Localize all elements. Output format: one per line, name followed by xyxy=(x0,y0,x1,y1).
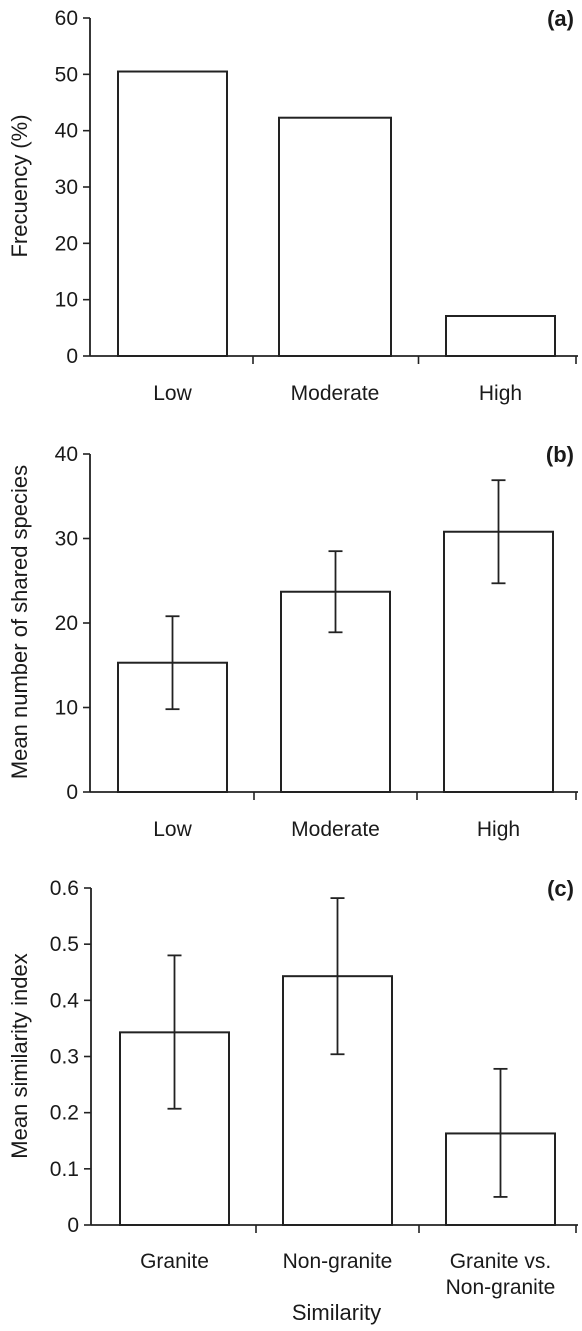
y-tick-label: 0.4 xyxy=(50,989,80,1012)
error-bar xyxy=(167,954,182,1110)
panel-label: (b) xyxy=(546,442,574,467)
x-category-label: High xyxy=(477,818,520,841)
y-tick-label: 0.6 xyxy=(50,877,79,900)
bar-moderate xyxy=(278,116,392,357)
x-category-label: Moderate xyxy=(291,382,380,405)
x-category-label: Low xyxy=(153,382,192,405)
error-bar xyxy=(491,479,506,585)
bar-high xyxy=(445,315,556,357)
x-category-label: Moderate xyxy=(291,818,380,841)
y-tick-label: 30 xyxy=(55,176,78,199)
error-bar xyxy=(165,615,180,711)
x-category-label: Non-granite xyxy=(446,1276,556,1299)
y-tick-label: 0.3 xyxy=(50,1046,79,1069)
error-bar xyxy=(328,550,343,634)
error-bar xyxy=(493,1067,508,1198)
y-axis-title: Mean number of shared species xyxy=(7,465,32,779)
y-tick-label: 0.1 xyxy=(50,1158,79,1181)
x-category-label: Low xyxy=(153,818,192,841)
bar-low xyxy=(117,70,228,358)
panel-a: 0 10 20 30 40 50 60 Low Moderate High Frecuency (%… xyxy=(7,6,578,405)
y-tick-label: 60 xyxy=(55,7,78,30)
error-bar xyxy=(330,897,345,1056)
y-tick-label: 0 xyxy=(67,1214,79,1237)
x-category-label: High xyxy=(479,382,522,405)
panel-label: (c) xyxy=(547,876,574,901)
y-tick-label: 40 xyxy=(55,120,78,143)
y-tick-label: 20 xyxy=(55,612,78,635)
panel-label: (a) xyxy=(547,6,574,31)
x-category-label: Granite xyxy=(140,1250,209,1273)
y-tick-label: 0 xyxy=(66,345,78,368)
y-tick-label: 0.5 xyxy=(50,933,79,956)
y-axis-title: Mean similarity index xyxy=(7,953,32,1158)
y-tick-label: 30 xyxy=(55,528,78,551)
y-tick-label: 40 xyxy=(55,443,78,466)
y-tick-label: 50 xyxy=(55,63,78,86)
y-axis-title: Frecuency (%) xyxy=(7,114,32,257)
y-tick-label: 20 xyxy=(55,232,78,255)
y-tick-label: 10 xyxy=(55,289,78,312)
x-axis-title: Similarity xyxy=(292,1300,381,1325)
x-category-label: Non-granite xyxy=(283,1250,393,1273)
y-tick-label: 10 xyxy=(55,697,78,720)
panel-b: 0 10 20 30 40 Low Moderate High Mean number of s… xyxy=(7,442,578,841)
x-category-label: Granite vs. xyxy=(450,1250,552,1273)
panel-c: 0 0.1 0.2 0.3 0.4 0.5 0.6 Granite Non-granite Gra… xyxy=(7,876,578,1325)
y-tick-label: 0 xyxy=(66,781,78,804)
y-tick-label: 0.2 xyxy=(50,1102,79,1125)
